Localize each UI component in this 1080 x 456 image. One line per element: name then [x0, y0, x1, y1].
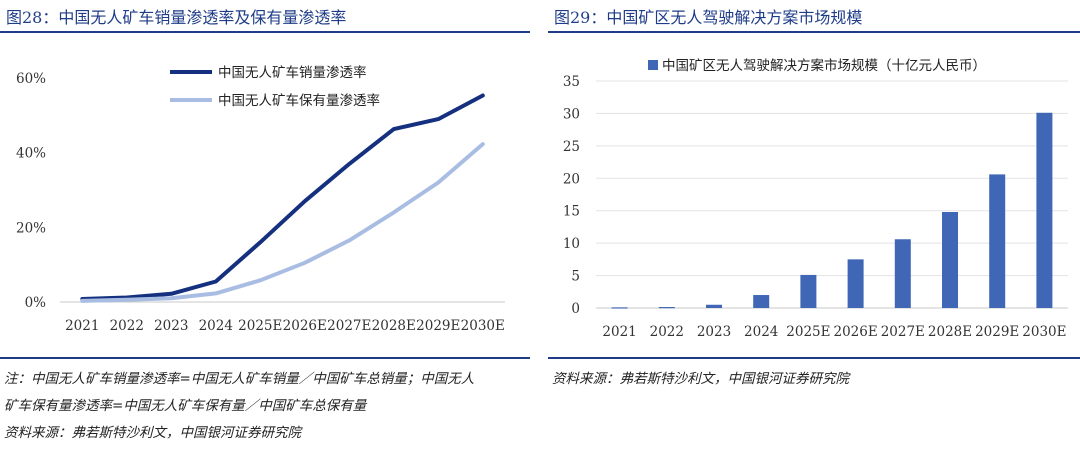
bar-2023 — [706, 304, 722, 308]
x-tick-label: 2026E — [833, 324, 877, 340]
x-tick-label: 2024 — [744, 324, 778, 340]
x-tick-label: 2030E — [1022, 324, 1066, 340]
y-tick-label: 5 — [571, 269, 580, 285]
bar-2027E — [894, 239, 911, 308]
left-note-line-1: 注：中国无人矿车销量渗透率=中国无人矿车销量／中国矿车总销量；中国无人 — [4, 371, 475, 387]
y-tick-label: 30 — [563, 106, 580, 122]
x-tick-label: 2025E — [238, 318, 282, 334]
x-tick-label: 2022 — [110, 318, 144, 334]
x-tick-label: 2021 — [65, 318, 99, 334]
bar-2029E — [989, 174, 1006, 308]
bar-2026E — [847, 259, 864, 308]
x-tick-label: 2021 — [602, 324, 636, 340]
left-figure-title: 图28：中国无人矿车销量渗透率及保有量渗透率 — [6, 8, 347, 27]
market-size-bar-chart: 0 5 10 15 20 25 30 35 2021 2022 2023 2024 2025E 2026E… — [563, 57, 1068, 340]
y-tick-label: 40% — [16, 146, 46, 162]
legend-swatch — [648, 60, 658, 70]
x-tick-label: 2027E — [327, 318, 371, 334]
y-tick-label: 60% — [16, 71, 46, 87]
legend-label-2: 中国无人矿车保有量渗透率 — [218, 92, 380, 109]
right-figure-panel: 图29：中国矿区无人驾驶解决方案市场规模 0 5 10 15 20 25 30 35 2021 2… — [548, 0, 1080, 456]
y-tick-label: 10 — [563, 236, 580, 252]
bar-2021 — [611, 307, 628, 309]
x-tick-label: 2023 — [697, 324, 731, 340]
x-tick-label: 2025E — [786, 324, 830, 340]
x-tick-label: 2029E — [975, 324, 1019, 340]
bar-2025E — [800, 274, 817, 308]
right-source-note: 资料来源：弗若斯特沙利文，中国银河证券研究院 — [552, 371, 849, 387]
penetration-line-chart: 0%20%40%60%2021 2022 2023 2024 2025E 2026E 202… — [16, 64, 505, 334]
bar-2024 — [753, 295, 770, 308]
x-tick-label: 2024 — [199, 318, 233, 334]
y-tick-label: 25 — [563, 139, 580, 155]
left-source-note: 资料来源：弗若斯特沙利文，中国银河证券研究院 — [4, 425, 301, 441]
left-title-rule — [0, 31, 530, 33]
right-figure-title: 图29：中国矿区无人驾驶解决方案市场规模 — [554, 8, 863, 27]
series-line-2 — [80, 142, 485, 303]
y-tick-label: 35 — [563, 74, 580, 90]
y-tick-label: 0% — [25, 295, 47, 311]
bar-2022 — [658, 307, 675, 309]
left-bottom-rule — [0, 357, 530, 359]
legend-label-1: 中国无人矿车销量渗透率 — [218, 64, 367, 81]
x-tick-label: 2029E — [416, 318, 460, 334]
x-tick-label: 2023 — [154, 318, 188, 334]
right-title-rule — [548, 31, 1080, 33]
y-tick-label: 20 — [563, 171, 580, 187]
x-tick-label: 2030E — [461, 318, 505, 334]
y-tick-label: 20% — [16, 220, 46, 236]
series-line-1 — [80, 93, 485, 301]
x-tick-label: 2022 — [650, 324, 684, 340]
y-tick-label: 15 — [563, 204, 580, 220]
bar-2028E — [942, 212, 958, 308]
right-bottom-rule — [548, 357, 1080, 359]
bar-2030E — [1036, 112, 1053, 308]
x-tick-label: 2026E — [283, 318, 327, 334]
x-tick-label: 2027E — [881, 324, 925, 340]
legend-label: 中国矿区无人驾驶解决方案市场规模（十亿元人民币） — [662, 57, 986, 74]
x-tick-label: 2028E — [372, 318, 416, 334]
x-tick-label: 2028E — [928, 324, 972, 340]
left-figure-panel: 图28：中国无人矿车销量渗透率及保有量渗透率 0% 20% 40% 60% 2021 20… — [0, 0, 530, 456]
left-note-line-2: 矿车保有量渗透率=中国无人矿车保有量／中国矿车总保有量 — [4, 398, 367, 414]
y-tick-label: 0 — [571, 301, 580, 317]
